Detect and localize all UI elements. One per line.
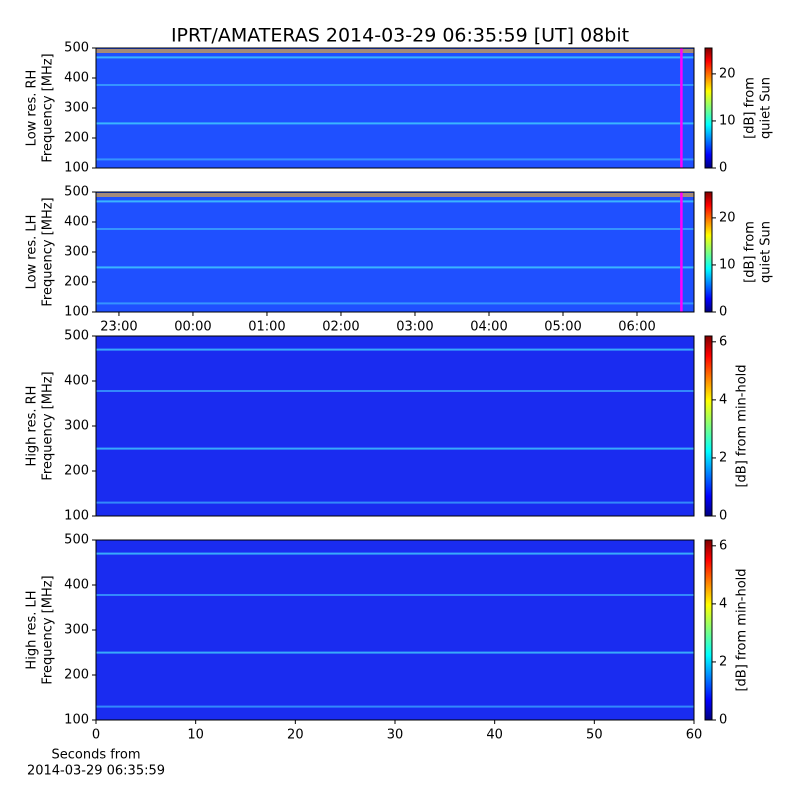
spectrogram-band [96, 348, 694, 351]
x-axis-label: Seconds from [51, 748, 140, 763]
y-tick-label: 400 [64, 374, 89, 389]
spectrogram-band [96, 49, 694, 53]
spectrogram-band [96, 705, 694, 708]
y-axis-label: Low res. LH [25, 215, 40, 290]
y-tick-label: 100 [64, 713, 89, 728]
colorbar-label: [dB] from [743, 221, 758, 283]
spectrogram-band [96, 390, 694, 392]
y-axis-label: Frequency [MHz] [41, 53, 56, 162]
spectrogram-band [96, 552, 694, 555]
y-tick-label: 100 [64, 305, 89, 320]
y-tick-label: 200 [64, 464, 89, 479]
colorbar-tick-label: 4 [719, 392, 727, 407]
x-tick-label: 50 [586, 728, 603, 743]
y-tick-label: 500 [64, 533, 89, 548]
spectrogram-band [96, 594, 694, 596]
y-axis-label: Frequency [MHz] [41, 197, 56, 306]
colorbar-tick-label: 2 [719, 654, 727, 669]
x-tick-label: 0 [92, 728, 100, 743]
x-tick-label: 05:00 [544, 320, 581, 335]
y-tick-label: 200 [64, 275, 89, 290]
y-tick-label: 100 [64, 509, 89, 524]
y-tick-label: 400 [64, 215, 89, 230]
spectrogram-band [96, 447, 694, 450]
x-axis-label: 2014-03-29 06:35:59 [27, 764, 165, 779]
colorbar-tick-label: 0 [719, 713, 727, 728]
colorbar [704, 47, 713, 169]
spectrogram-band [96, 122, 694, 125]
x-tick-label: 10 [187, 728, 204, 743]
spectrogram-band [96, 200, 694, 203]
x-tick-label: 02:00 [322, 320, 359, 335]
plot-frame [95, 191, 695, 313]
x-tick-label: 20 [287, 728, 304, 743]
spectrogram [96, 48, 694, 168]
colorbar [704, 539, 713, 721]
colorbar-tick-label: 0 [719, 161, 727, 176]
colorbar-tick-label: 0 [719, 305, 727, 320]
x-tick-label: 00:00 [174, 320, 211, 335]
figure-title: IPRT/AMATERAS 2014-03-29 06:35:59 [UT] 0… [171, 25, 629, 47]
y-tick-label: 500 [64, 185, 89, 200]
y-axis-label: High res. RH [25, 386, 40, 467]
colorbar-label: [dB] from min-hold [735, 568, 750, 691]
spectrogram-band [96, 302, 694, 305]
spectrogram-band [96, 84, 694, 86]
colorbar-tick-label: 10 [719, 113, 736, 128]
spectrogram-band [96, 228, 694, 230]
colorbar-tick-label: 20 [719, 210, 736, 225]
colorbar-tick-label: 0 [719, 509, 727, 524]
y-tick-label: 300 [64, 245, 89, 260]
y-tick-label: 300 [64, 419, 89, 434]
spectrogram-band [96, 193, 694, 197]
plot-frame [95, 335, 695, 517]
y-axis-label: Frequency [MHz] [41, 575, 56, 684]
y-tick-label: 500 [64, 329, 89, 344]
spectrogram [96, 336, 694, 516]
y-tick-label: 500 [64, 41, 89, 56]
x-tick-label: 04:00 [470, 320, 507, 335]
colorbar-label: [dB] from [743, 77, 758, 139]
plot-frame [95, 539, 695, 721]
colorbar-label: quiet Sun [759, 221, 774, 283]
spectrogram-band [96, 651, 694, 654]
y-axis-label: Frequency [MHz] [41, 371, 56, 480]
x-tick-label: 40 [486, 728, 503, 743]
y-tick-label: 400 [64, 71, 89, 86]
spectrogram [96, 540, 694, 720]
x-tick-label: 23:00 [100, 320, 137, 335]
x-tick-label: 06:00 [618, 320, 655, 335]
colorbar-tick-label: 20 [719, 66, 736, 81]
spectrogram [96, 192, 694, 312]
spectrogram-band [96, 56, 694, 59]
plot-frame [95, 47, 695, 169]
spectrogram-band [96, 158, 694, 161]
y-tick-label: 300 [64, 623, 89, 638]
colorbar-tick-label: 2 [719, 450, 727, 465]
colorbar [704, 335, 713, 517]
spectrogram-band [96, 266, 694, 269]
y-tick-label: 200 [64, 668, 89, 683]
colorbar-tick-label: 6 [719, 334, 727, 349]
x-tick-label: 60 [686, 728, 703, 743]
y-tick-label: 300 [64, 101, 89, 116]
colorbar [704, 191, 713, 313]
y-tick-label: 100 [64, 161, 89, 176]
x-tick-label: 01:00 [248, 320, 285, 335]
y-tick-label: 400 [64, 578, 89, 593]
x-tick-label: 30 [387, 728, 404, 743]
colorbar-label: [dB] from min-hold [735, 364, 750, 487]
y-axis-label: High res. LH [25, 590, 40, 669]
colorbar-tick-label: 4 [719, 596, 727, 611]
colorbar-tick-label: 6 [719, 538, 727, 553]
spectrogram-band [96, 501, 694, 504]
x-tick-label: 03:00 [396, 320, 433, 335]
y-axis-label: Low res. RH [25, 70, 40, 147]
colorbar-label: quiet Sun [759, 77, 774, 139]
colorbar-tick-label: 10 [719, 257, 736, 272]
y-tick-label: 200 [64, 131, 89, 146]
